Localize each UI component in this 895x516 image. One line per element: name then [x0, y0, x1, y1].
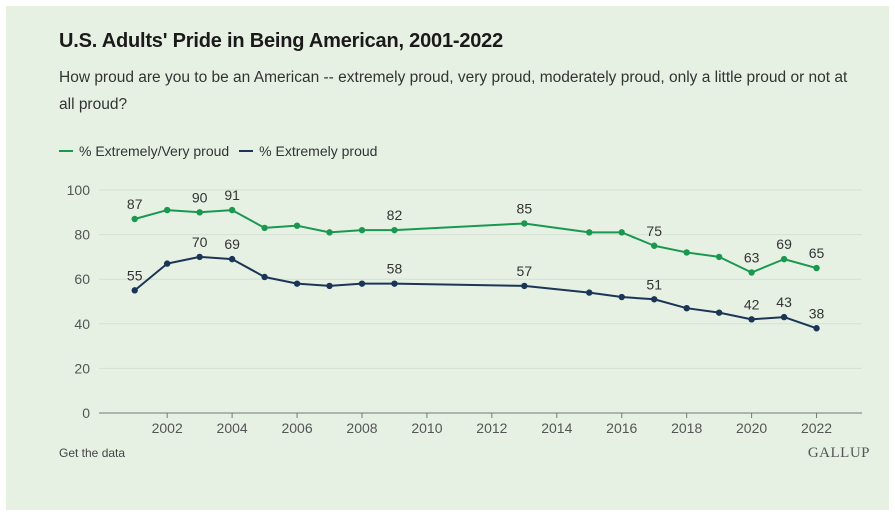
data-point [293, 280, 301, 287]
data-label: 82 [387, 207, 403, 223]
data-label: 69 [776, 236, 792, 252]
data-point [651, 296, 658, 303]
data-point [748, 269, 755, 276]
data-point [683, 249, 690, 256]
data-point [586, 229, 593, 236]
data-label: 55 [127, 267, 143, 283]
data-label: 65 [809, 245, 825, 261]
data-label: 38 [809, 305, 825, 321]
data-point [391, 226, 398, 234]
y-tick-label: 20 [74, 360, 90, 376]
data-label: 51 [646, 276, 662, 292]
data-point [163, 206, 171, 214]
chart-title: U.S. Adults' Pride in Being American, 20… [59, 30, 504, 52]
legend-label: % Extremely proud [259, 143, 378, 159]
x-tick-label: 2006 [281, 420, 312, 436]
y-tick-label: 40 [74, 316, 90, 332]
data-label: 91 [224, 187, 240, 203]
data-point [618, 229, 625, 236]
data-point [813, 325, 820, 332]
data-point [131, 215, 138, 223]
data-point [163, 260, 171, 267]
chart-legend: % Extremely/Very proud % Extremely proud [59, 143, 377, 159]
data-point [651, 242, 658, 249]
x-tick-label: 2022 [801, 420, 832, 436]
data-label: 90 [192, 189, 208, 205]
data-label: 75 [646, 223, 662, 239]
x-tick-label: 2014 [541, 420, 572, 436]
data-point [521, 220, 528, 227]
series-line-extremely-proud [134, 255, 817, 330]
x-tick-label: 2016 [606, 420, 637, 436]
x-tick-label: 2018 [671, 420, 702, 436]
data-label: 69 [224, 236, 240, 252]
data-point [358, 280, 366, 287]
data-label: 87 [127, 196, 143, 212]
data-label: 43 [776, 294, 792, 310]
x-tick-label: 2012 [476, 420, 507, 436]
data-point [618, 293, 625, 301]
gallup-logo: GALLUP [807, 445, 870, 461]
x-tick-label: 2020 [736, 420, 767, 436]
y-tick-label: 100 [67, 182, 91, 198]
data-point [521, 282, 528, 290]
data-point [715, 253, 723, 261]
data-label: 85 [517, 200, 533, 216]
data-point [780, 255, 788, 263]
data-point [391, 280, 398, 287]
data-point [228, 255, 236, 263]
chart-subtitle: How proud are you to be an American -- e… [59, 69, 848, 113]
series-line-extremely-very-proud [134, 209, 817, 274]
data-point [261, 224, 268, 232]
data-point [358, 226, 366, 234]
y-tick-label: 80 [74, 227, 90, 243]
legend-swatch-green [59, 150, 73, 152]
data-label: 57 [517, 263, 533, 279]
data-point [228, 206, 236, 214]
data-label: 58 [387, 261, 403, 277]
data-point [813, 264, 820, 272]
chart-card [6, 6, 889, 510]
x-tick-label: 2002 [152, 420, 183, 436]
y-tick-label: 60 [74, 271, 90, 287]
data-label: 42 [744, 296, 760, 312]
legend-swatch-navy [239, 150, 254, 152]
legend-item-extremely-proud[interactable]: % Extremely proud [239, 143, 377, 159]
data-point [780, 313, 788, 321]
data-point [293, 222, 301, 229]
data-point [326, 282, 333, 290]
x-tick-label: 2004 [217, 420, 248, 436]
data-point [196, 253, 203, 261]
data-point [196, 209, 203, 216]
legend-label: % Extremely/Very proud [79, 143, 230, 159]
data-point [683, 304, 690, 312]
x-tick-label: 2008 [346, 420, 377, 436]
legend-item-extremely-very-proud[interactable]: % Extremely/Very proud [59, 143, 229, 159]
get-the-data-link[interactable]: Get the data [59, 446, 126, 460]
y-tick-label: 0 [82, 405, 90, 421]
x-tick-label: 2010 [411, 420, 442, 436]
data-point [326, 229, 333, 236]
data-point [261, 273, 268, 281]
data-label: 63 [744, 250, 760, 266]
data-point [131, 287, 138, 294]
data-point [586, 289, 593, 296]
data-label: 70 [192, 234, 208, 250]
data-point [748, 316, 755, 323]
data-point [715, 309, 723, 316]
